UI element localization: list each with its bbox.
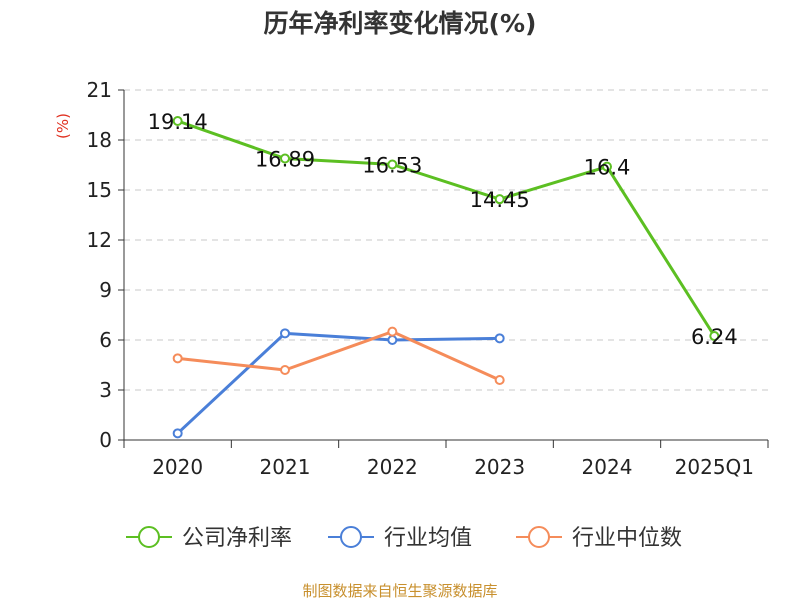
data-point [280,365,290,375]
y-axis-unit: (%) [54,113,72,139]
data-point [494,375,505,385]
chart-title: 历年净利率变化情况(%) [263,9,537,38]
data-point [387,335,398,345]
data-point [709,331,720,341]
data-point [172,353,183,364]
legend: 公司净利率 行业均值 行业中位数 [126,526,682,551]
series-line-1 [176,331,500,435]
data-source-note: 制图数据来自恒生聚源数据库 [302,582,498,600]
legend-item-label: 行业中位数 [572,526,682,551]
data-label: 14.45 [470,188,530,212]
data-point [280,328,290,339]
legend-marker [340,526,362,548]
data-point [387,159,398,170]
legend-item-label: 公司净利率 [182,526,292,551]
data-label: 19.14 [148,110,208,134]
x-tick-label: 2022 [367,455,418,479]
y-tick-label: 3 [99,378,112,402]
x-tick-label: 2024 [582,455,633,479]
data-point [172,116,183,126]
data-point [280,153,290,164]
series [172,116,720,439]
legend-item-label: 行业均值 [384,526,472,551]
series-line-2 [177,330,501,382]
x-tick-label: 2020 [152,455,203,479]
legend-marker [528,526,550,548]
data-point [172,428,183,439]
y-tick-label: 6 [99,328,112,352]
x-tick-label: 2021 [260,455,311,479]
legend-marker [138,526,160,548]
x-tick-label: 2025Q1 [675,455,754,479]
y-tick-label: 18 [87,128,112,152]
data-label: 6.24 [691,325,738,349]
data-label: 16.4 [584,156,631,180]
y-tick-label: 9 [99,278,112,302]
y-tick-label: 21 [87,78,112,102]
data-point [387,326,398,337]
data-label: 16.53 [362,154,422,178]
axes: 0 3 6 9 12 15 18 21 (%) 2020 2021 2022 2023 2024 2025Q… [54,78,769,479]
data-labels: 19.14 16.89 16.53 14.45 16.4 6.24 [148,110,738,349]
data-point [602,161,612,172]
data-point [494,333,505,344]
y-tick-label: 12 [87,228,112,252]
x-tick-label: 2023 [474,455,525,479]
y-tick-label: 0 [99,428,112,452]
y-tick-label: 15 [87,178,112,202]
data-label: 16.89 [255,148,315,172]
data-point [494,194,505,205]
series-line-0 [177,119,716,337]
